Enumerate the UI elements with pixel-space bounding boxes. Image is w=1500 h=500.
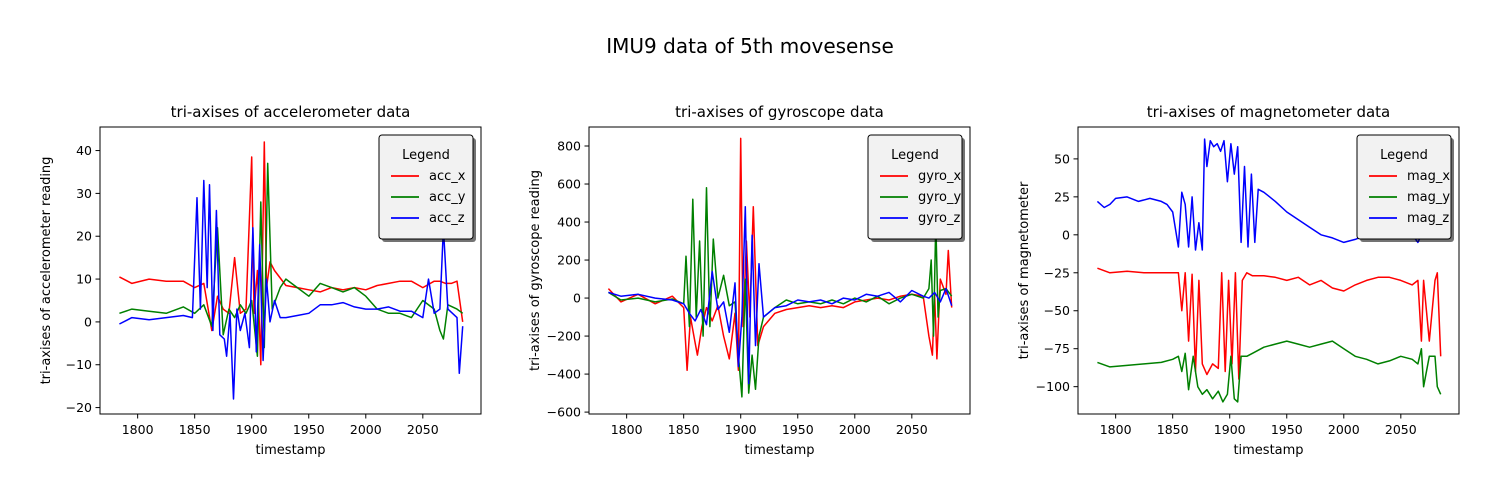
x-tick-label: 1800 (122, 422, 154, 437)
y-tick-label: 0 (573, 291, 581, 306)
x-tick-label: 1950 (1271, 422, 1303, 437)
plot-frame (588, 126, 971, 415)
y-tick-label: 0 (84, 314, 92, 329)
y-tick-label: −10 (66, 357, 92, 372)
legend: Legend mag_x mag_y mag_z (1356, 134, 1454, 242)
x-tick-label: 1950 (782, 422, 814, 437)
subplot-magnetometer: tri-axises of magnetometer data 1800 1850 1… (1017, 103, 1460, 458)
x-tick-label: 2000 (350, 422, 382, 437)
legend-box (1356, 134, 1452, 240)
y-tick-label: −200 (547, 329, 581, 344)
legend-label-gyro_x: gyro_x (918, 169, 961, 184)
x-tick-label: 2050 (1385, 422, 1417, 437)
series-group (119, 141, 464, 400)
legend-title: Legend (402, 148, 450, 163)
y-tick-label: 20 (76, 229, 92, 244)
x-tick-label: 1900 (725, 422, 757, 437)
x-tick-label: 1900 (236, 422, 268, 437)
x-axis-label: timestamp (744, 443, 814, 458)
legend-title: Legend (1380, 148, 1428, 163)
y-tick-label: 30 (76, 186, 92, 201)
plot-title: tri-axises of accelerometer data (171, 103, 411, 121)
y-tick-label: 40 (76, 143, 92, 158)
x-tick-label: 2050 (407, 422, 439, 437)
y-tick-label: 400 (557, 215, 581, 230)
legend-label-gyro_y: gyro_y (918, 190, 961, 205)
plot-frame (99, 126, 482, 415)
x-tick-label: 1850 (1157, 422, 1189, 437)
x-tick-label: 2000 (839, 422, 871, 437)
series-line-mag_y (1097, 340, 1442, 403)
x-axis-label: timestamp (1233, 443, 1303, 458)
y-tick-label: 25 (1054, 189, 1070, 204)
plot-title: tri-axises of magnetometer data (1147, 103, 1391, 121)
x-tick-label: 1900 (1214, 422, 1246, 437)
y-tick-label: 50 (1054, 151, 1070, 166)
legend-title: Legend (891, 148, 939, 163)
legend-label-acc_z: acc_z (429, 211, 465, 226)
figure-title: IMU9 data of 5th movesense (606, 34, 894, 58)
series-group (607, 137, 953, 398)
subplot-accelerometer: tri-axises of accelerometer data 1800 1850… (39, 103, 482, 458)
legend-label-mag_y: mag_y (1407, 190, 1450, 205)
y-tick-label: −100 (1036, 379, 1070, 394)
plot-title: tri-axises of gyroscope data (675, 103, 884, 121)
series-line-gyro_y (608, 187, 953, 398)
y-tick-label: 200 (557, 253, 581, 268)
x-tick-label: 1800 (611, 422, 643, 437)
plot-frame (1077, 126, 1460, 415)
legend-label-mag_z: mag_z (1407, 211, 1449, 226)
x-tick-label: 2000 (1328, 422, 1360, 437)
series-line-acc_y (119, 162, 464, 357)
x-tick-label: 1800 (1100, 422, 1132, 437)
x-tick-label: 1950 (293, 422, 325, 437)
y-tick-label: −75 (1044, 341, 1070, 356)
y-tick-label: −20 (66, 400, 92, 415)
x-tick-label: 1850 (668, 422, 700, 437)
legend-label-acc_y: acc_y (429, 190, 466, 205)
subplot-gyroscope: tri-axises of gyroscope data 1800 1850 1900… (528, 103, 971, 458)
x-tick-label: 2050 (896, 422, 928, 437)
legend-box (867, 134, 963, 240)
y-tick-label: −600 (547, 405, 581, 420)
y-tick-label: −50 (1044, 303, 1070, 318)
subplots: tri-axises of accelerometer data 1800 1850… (39, 103, 1460, 458)
legend-label-gyro_z: gyro_z (918, 211, 960, 226)
y-tick-label: −25 (1044, 265, 1070, 280)
y-tick-label: 0 (1062, 227, 1070, 242)
legend-label-mag_x: mag_x (1407, 169, 1450, 184)
legend-box (378, 134, 474, 240)
y-tick-label: −400 (547, 367, 581, 382)
y-axis-label: tri-axises of magnetometer (1017, 181, 1032, 359)
legend-label-acc_x: acc_x (429, 169, 466, 184)
series-line-gyro_z (608, 206, 953, 385)
y-axis-label: tri-axises of gyroscope reading (528, 170, 543, 371)
series-line-mag_x (1097, 267, 1442, 380)
y-tick-label: 800 (557, 139, 581, 154)
x-axis-label: timestamp (255, 443, 325, 458)
y-tick-label: 600 (557, 177, 581, 192)
legend: Legend gyro_x gyro_y gyro_z (867, 134, 965, 242)
x-tick-label: 1850 (179, 422, 211, 437)
y-axis-label: tri-axises of accelerometer reading (39, 157, 54, 385)
y-tick-label: 10 (76, 272, 92, 287)
series-line-acc_z (119, 179, 464, 400)
legend: Legend acc_x acc_y acc_z (378, 134, 476, 242)
